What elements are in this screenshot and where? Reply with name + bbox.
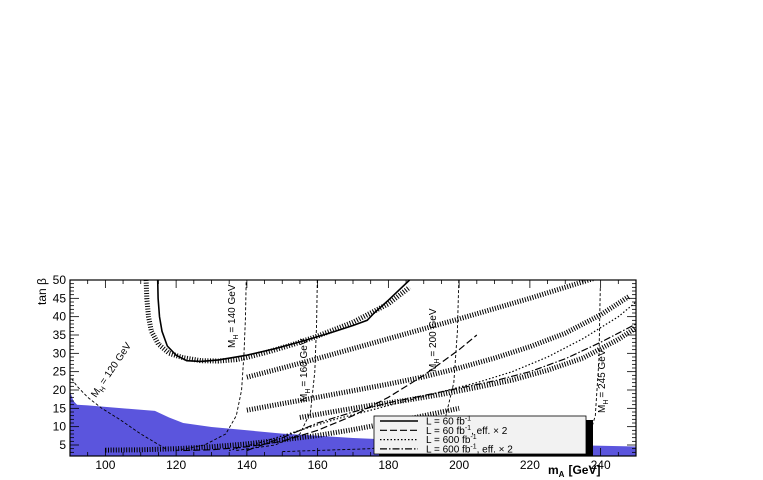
y-tick-label: 20	[53, 383, 67, 397]
y-tick-label: 40	[53, 310, 67, 324]
y-tick-label: 35	[53, 328, 67, 342]
legend-entry-3: L = 600 fb-1	[426, 434, 477, 446]
x-tick-label: 120	[166, 458, 186, 472]
y-tick-label: 45	[53, 291, 67, 305]
contour-label-mh200: MH= 200 GeV	[428, 308, 441, 372]
x-tick-label: 100	[95, 458, 115, 472]
contour-label-mh140: MH= 140 GeV	[227, 284, 240, 348]
svg-text:MH= 245 GeV: MH= 245 GeV	[597, 349, 610, 413]
y-tick-label: 25	[53, 365, 67, 379]
series-line-1	[156, 280, 411, 363]
x-axis-title: mA [GeV]	[548, 463, 600, 479]
x-tick-label: 200	[449, 458, 469, 472]
legend: L = 60 fb-1L = 60 fb-1, eff. × 2L = 600 …	[373, 415, 593, 456]
contour-label-mh245: MH= 245 GeV	[597, 349, 610, 413]
contour-label-mh160: MH= 160 GeV	[299, 338, 312, 402]
svg-text:MH= 140 GeV: MH= 140 GeV	[227, 284, 240, 348]
legend-entry-1: L = 60 fb-1	[426, 416, 471, 428]
mh-contour-3	[236, 280, 318, 451]
mh-contour-1	[71, 378, 166, 450]
x-tick-label: 240	[591, 458, 611, 472]
mh-contour-2	[176, 280, 247, 451]
y-tick-label: 15	[53, 401, 67, 415]
hatched-band-4	[299, 325, 636, 420]
x-tick-label: 180	[378, 458, 398, 472]
svg-text:MH= 160 GeV: MH= 160 GeV	[299, 338, 312, 402]
y-tick-label: 10	[53, 420, 67, 434]
legend-entry-2: L = 60 fb-1, eff. × 2	[426, 425, 508, 437]
y-tick-label: 50	[53, 273, 67, 287]
legend-entry-4: L = 600 fb-1, eff. × 2	[426, 443, 513, 455]
legend-box	[373, 415, 587, 455]
svg-text:MH= 200 GeV: MH= 200 GeV	[428, 308, 441, 372]
series-line-2	[183, 334, 478, 452]
excluded-region	[70, 391, 636, 456]
x-tick-label: 140	[237, 458, 257, 472]
y-axis-title: tan β	[35, 278, 49, 305]
hatched-band-3	[246, 294, 631, 413]
series-line-4	[246, 323, 636, 452]
y-tick-label: 5	[59, 438, 66, 452]
y-tick-label: 30	[53, 346, 67, 360]
x-tick-label: 160	[308, 458, 328, 472]
svg-text:mA[GeV]: mA [GeV]	[548, 463, 600, 479]
hatched-band-1	[143, 280, 412, 364]
x-tick-label: 220	[520, 458, 540, 472]
